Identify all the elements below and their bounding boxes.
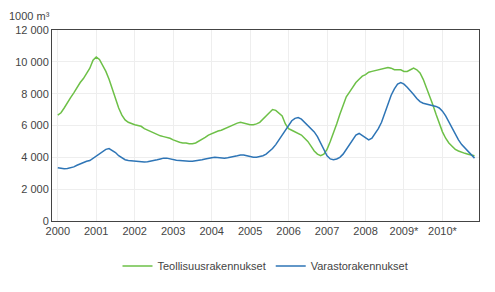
svg-text:12 000: 12 000 xyxy=(15,24,49,36)
svg-text:2002: 2002 xyxy=(122,225,146,237)
svg-text:Varastorakennukset: Varastorakennukset xyxy=(311,260,408,272)
svg-text:2001: 2001 xyxy=(84,225,108,237)
svg-text:2000: 2000 xyxy=(46,225,70,237)
svg-text:2007: 2007 xyxy=(315,225,339,237)
svg-text:2008: 2008 xyxy=(353,225,377,237)
svg-text:10 000: 10 000 xyxy=(15,56,49,68)
svg-text:6 000: 6 000 xyxy=(21,119,49,131)
svg-text:2 000: 2 000 xyxy=(21,183,49,195)
svg-text:2004: 2004 xyxy=(199,225,223,237)
svg-text:1000 m³: 1000 m³ xyxy=(9,10,50,22)
svg-text:0: 0 xyxy=(43,215,49,227)
svg-text:Teollisuusrakennukset: Teollisuusrakennukset xyxy=(158,260,266,272)
svg-text:2005: 2005 xyxy=(238,225,262,237)
svg-text:4 000: 4 000 xyxy=(21,151,49,163)
svg-text:2006: 2006 xyxy=(276,225,300,237)
svg-text:8 000: 8 000 xyxy=(21,88,49,100)
svg-text:2003: 2003 xyxy=(161,225,185,237)
svg-text:2009*: 2009* xyxy=(390,225,419,237)
svg-text:2010*: 2010* xyxy=(428,225,457,237)
